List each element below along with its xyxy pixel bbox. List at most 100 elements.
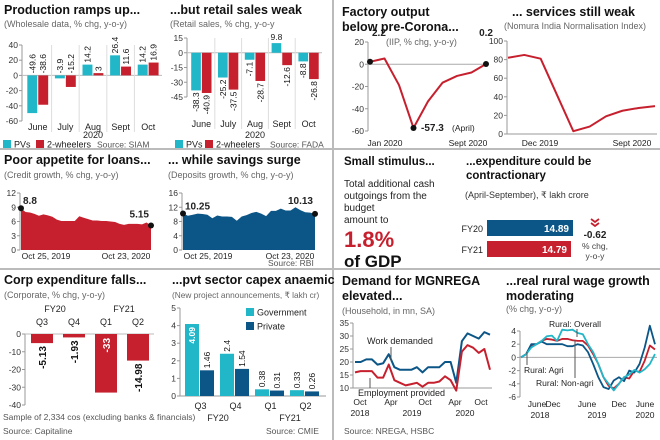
x-tick-label: Q2	[132, 317, 144, 327]
x-tick-label: Oct	[474, 397, 488, 407]
chart-title: Factory output	[342, 5, 430, 19]
y-tick-label: 80	[494, 55, 504, 65]
x-tick-label: Oct 23, 2020	[102, 251, 151, 261]
bar	[65, 75, 76, 87]
bar-value-label: -25.2	[218, 79, 228, 99]
x-tick-label: June	[192, 119, 212, 129]
chart-subtitle: (New project announcements, ₹ lakh cr)	[172, 290, 320, 300]
y-tick-label: -6	[508, 392, 516, 402]
x-tick-label: Q1	[100, 317, 112, 327]
source-note: Source: Capitaline	[3, 426, 73, 436]
bar	[110, 55, 121, 76]
bar	[218, 52, 228, 78]
bar	[305, 391, 319, 396]
x-tick-label: June	[28, 122, 48, 132]
x-tick-label: Oct	[141, 122, 156, 132]
series-label-work-demanded: Work demanded	[367, 336, 433, 346]
y-tick-label: 12	[7, 188, 17, 198]
row-divider-1	[0, 148, 660, 150]
bar	[282, 52, 292, 66]
data-point-marker	[312, 210, 318, 217]
chart-subtitle: (April-September), ₹ lakh crore	[465, 190, 589, 200]
x-tick-label: Q4	[229, 401, 241, 411]
bar	[93, 73, 104, 76]
data-point-marker	[483, 61, 489, 68]
bar	[95, 334, 117, 393]
y-tick-label: -40	[6, 101, 19, 111]
bar	[487, 241, 571, 257]
y-tick-label: 12	[169, 202, 179, 212]
bar	[27, 75, 38, 114]
y-tick-label: 0	[359, 59, 364, 69]
y-tick-label: 0	[171, 391, 176, 401]
annotation-first: 8.8	[23, 196, 37, 207]
x-axis-label: 2020	[83, 130, 103, 140]
group-label: FY20	[44, 304, 66, 314]
legend-pvs-label: PVs	[14, 140, 31, 150]
source-note: Source: SIAM	[97, 140, 149, 150]
chart-title: Demand for MGNREGA	[342, 274, 481, 288]
chart-subtitle: (Nomura India Normalisation Index)	[504, 21, 647, 31]
y-tick-label: -40	[352, 104, 365, 114]
bar-value-label: 14.89	[544, 224, 569, 235]
series-line	[354, 344, 491, 392]
series-label-employment-provided: Employment provided	[358, 388, 445, 398]
bar-value-label: -37.5	[228, 91, 238, 111]
y-tick-label: -4	[508, 379, 516, 389]
y-tick-label: 60	[494, 73, 504, 83]
bar-value-label: 1.54	[237, 350, 247, 367]
bar	[228, 52, 239, 90]
source-note: Source: FADA	[270, 140, 324, 150]
x-tick-label: Oct	[353, 397, 367, 407]
y-tick-label: 0	[13, 70, 18, 80]
chart-title: Production ramps up...	[4, 3, 141, 17]
bar	[487, 220, 573, 236]
bar	[255, 389, 269, 396]
y-tick-label: 4	[511, 326, 516, 336]
x-year-label: 2018	[351, 408, 370, 418]
x-tick-label: Q4	[68, 317, 80, 327]
chart-subtitle: (Household, in mn, SA)	[342, 306, 436, 316]
x-tick-label: Oct	[302, 119, 317, 129]
bar-value-label: 0.26	[307, 373, 317, 390]
chart-subtitle: (IIP, % chg, y-o-y)	[386, 37, 457, 47]
y-tick-label: 30	[340, 331, 350, 341]
chart-title-line2: below pre-Corona...	[342, 20, 459, 34]
bar-value-label: 16.9	[149, 44, 159, 61]
chart-subtitle: (Wholesale data, % chg, y-o-y)	[4, 19, 128, 29]
bar-value-label: 3	[93, 66, 103, 71]
bar-value-label: 0.33	[292, 371, 302, 388]
legend-2-wheelers-label: 2-wheelers	[47, 140, 92, 150]
bar-value-label: 1.46	[202, 351, 212, 368]
x-tick-label: Q3	[36, 317, 48, 327]
legend-pvs-swatch	[175, 140, 183, 148]
y-tick-label: -30	[9, 382, 22, 392]
chart-title: ... services still weak	[512, 5, 635, 19]
y-tick-label: 0	[178, 48, 183, 58]
chart-title: ...but retail sales weak	[170, 3, 303, 17]
bar	[220, 353, 234, 396]
y-tick-label: 0	[511, 352, 516, 362]
x-tick-label: June	[528, 399, 547, 409]
bar	[191, 52, 201, 91]
y-tick-label: 9	[11, 202, 16, 212]
legend-pvs-label: PVs	[186, 140, 203, 150]
bar	[121, 66, 131, 76]
chart-title: Poor appetite for loans...	[4, 153, 151, 167]
source-note: Source: CMIE	[266, 426, 319, 436]
y-tick-label: 5	[171, 303, 176, 313]
bar-value-label: 0.38	[257, 370, 267, 387]
source-note: Source: NREGA, HSBC	[344, 426, 435, 436]
y-tick-label: 40	[9, 40, 19, 50]
y-tick-label: -10	[9, 347, 22, 357]
y-tick-label: 16	[169, 188, 179, 198]
series-label-rural-agri: Rural: Agri	[524, 365, 564, 375]
stimulus-of-gdp: of GDP	[344, 252, 402, 271]
x-tick-label: Dec 2019	[522, 138, 559, 148]
y-tick-label: -20	[6, 86, 19, 96]
x-year-label: 2020	[636, 410, 655, 420]
y-tick-label: 2	[511, 339, 516, 349]
bar-value-label: 14.79	[542, 245, 567, 256]
source-note: Source: RBI	[268, 258, 314, 268]
data-point-marker	[410, 124, 417, 131]
